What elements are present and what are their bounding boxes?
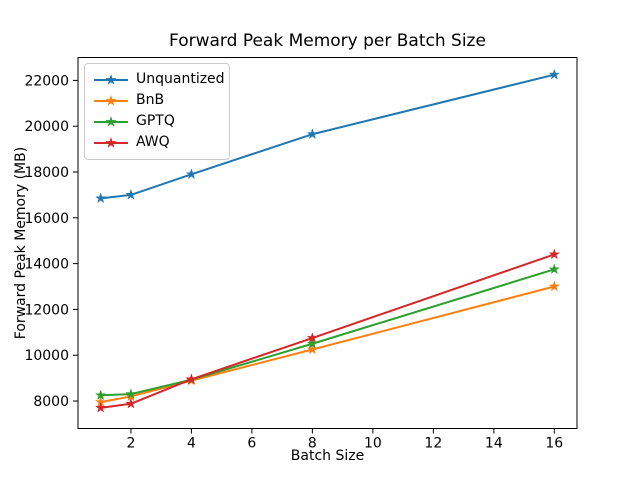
y-tick-label: 12000 [24,302,69,318]
y-tick-label: 20000 [24,119,69,135]
chart-title: Forward Peak Memory per Batch Size [169,31,486,51]
legend-line-sample-bnb [94,94,128,106]
data-point-marker-unquantized [185,168,198,180]
data-point-marker-awq [306,332,319,343]
x-tick-label: 16 [545,436,563,452]
x-tick-label: 6 [247,436,256,452]
legend-marker-gptq [105,115,117,127]
x-tick-label: 8 [308,436,317,452]
data-point-marker-unquantized [548,68,561,80]
data-point-marker-awq [125,397,137,409]
legend-label-gptq: GPTQ [136,113,175,129]
data-point-marker-bnb [306,343,319,355]
data-point-marker-bnb [548,280,561,292]
legend-label-bnb: BnB [136,92,165,108]
data-point-marker-unquantized [306,128,319,140]
legend-label-awq: AWQ [136,134,170,150]
data-point-marker-gptq [306,337,319,349]
legend-marker-awq [105,136,117,148]
legend-item-bnb: BnB [93,90,221,111]
data-point-marker-awq [548,248,561,260]
legend-marker-bnb [105,94,117,106]
x-tick-label: 4 [187,436,196,452]
data-point-marker-unquantized [94,192,107,204]
x-tick-label: 14 [485,436,503,452]
legend-label-unquantized: Unquantized [136,71,225,87]
legend-line-sample-gptq [94,115,128,127]
data-point-marker-awq [185,373,198,385]
legend-line-sample-unquantized [94,73,128,85]
y-tick-label: 10000 [24,348,69,364]
y-tick-label: 14000 [24,257,69,273]
legend-item-unquantized: Unquantized [93,69,225,90]
data-point-marker-gptq [548,263,561,275]
legend-line-sample-awq [94,136,128,148]
legend-marker-unquantized [105,73,117,85]
data-point-marker-awq [94,401,107,413]
x-tick-label: 12 [424,436,442,452]
x-tick-label: 2 [126,436,135,452]
legend: Unquantized BnB GPTQ AWQ [84,63,230,160]
y-tick-label: 22000 [24,73,69,89]
data-point-marker-gptq [94,389,107,401]
x-tick-label: 10 [364,436,382,452]
legend-item-gptq: GPTQ [93,111,221,132]
axes-spines [77,57,578,429]
y-tick-label: 16000 [24,211,69,227]
x-axis-label: Batch Size [290,448,365,464]
data-point-marker-unquantized [125,188,137,200]
y-axis-label: Forward Peak Memory (MB) [13,146,29,340]
legend-item-awq: AWQ [93,132,221,153]
y-tick-label: 8000 [33,394,69,410]
data-point-marker-gptq [125,388,137,400]
y-tick-label: 18000 [24,165,69,181]
